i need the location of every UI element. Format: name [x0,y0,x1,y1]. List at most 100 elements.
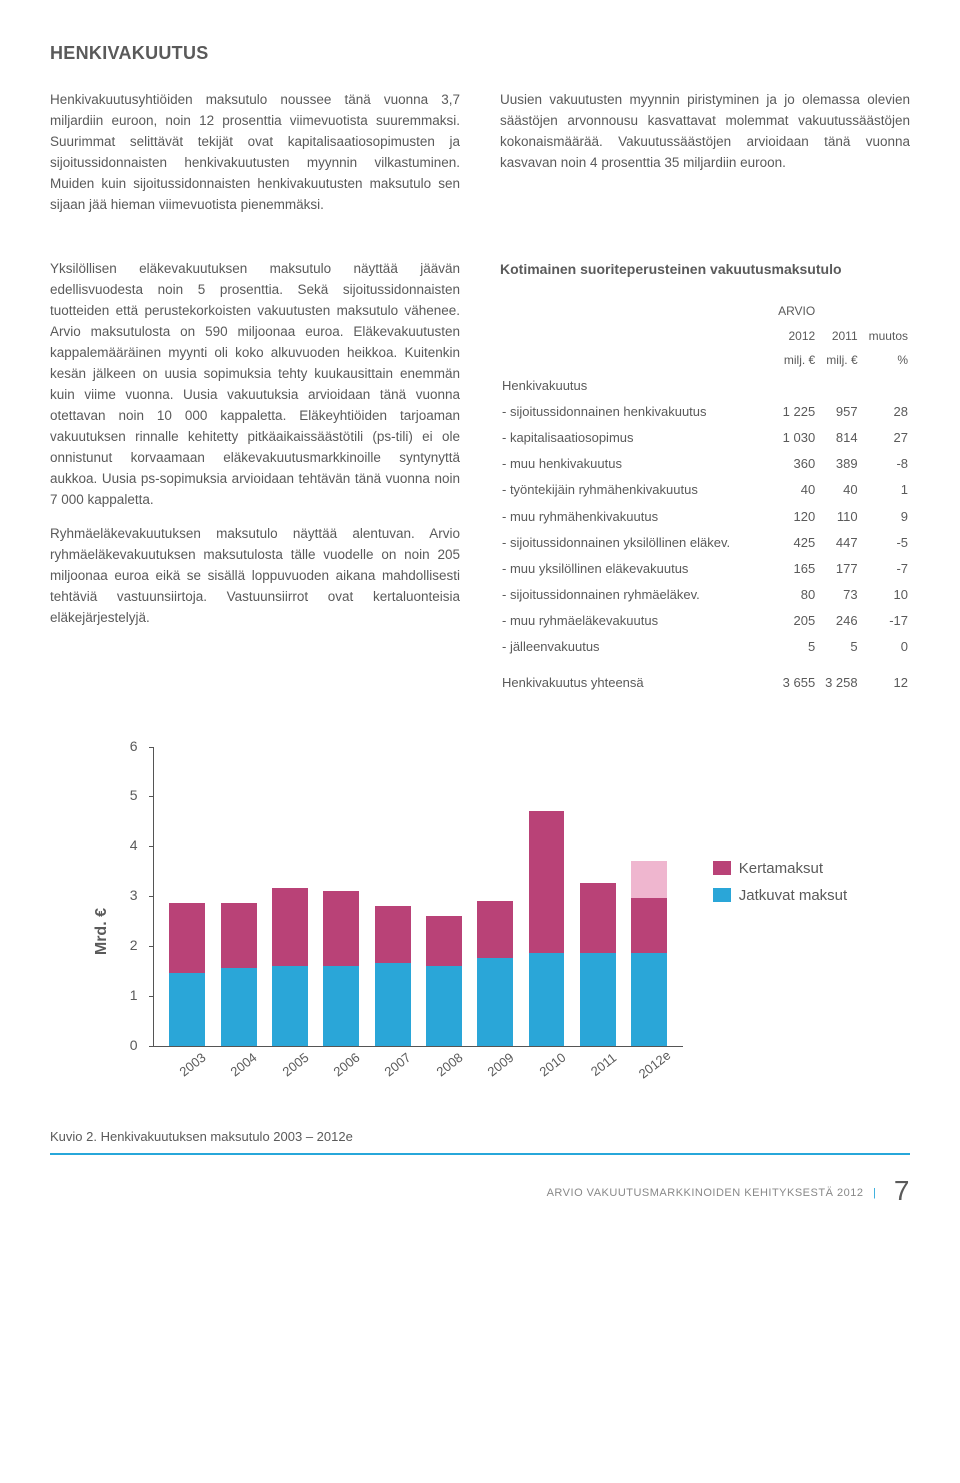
table-cell-label: - muu ryhmähenkivakuutus [500,504,769,530]
table-cell: 1 030 [769,425,817,451]
table-cell: -5 [860,530,910,556]
bar-segment [580,953,616,1046]
bar-segment [375,963,411,1046]
x-tick-label: 2003 [166,1041,219,1089]
table-row: - sijoitussidonnainen ryhmäeläkev.807310 [500,582,910,608]
table-cell: 40 [769,477,817,503]
table-cell: 246 [817,608,859,634]
table-cell-label: - sijoitussidonnainen henkivakuutus [500,399,769,425]
table-cell: 1 [860,477,910,503]
bar-slot [264,747,315,1046]
legend-label: Jatkuvat maksut [739,884,847,907]
y-tick-mark [149,946,154,947]
x-tick-label: 2004 [218,1041,271,1089]
bar [272,888,308,1046]
table-row: - muu henkivakuutus360389-8 [500,451,910,477]
table-header-row: ARVIO [500,299,910,324]
bar-segment [272,966,308,1046]
y-tick-label: 4 [130,835,138,857]
y-tick-mark [149,747,154,748]
x-tick-label: 2008 [423,1041,476,1089]
y-tick-label: 1 [130,985,138,1007]
bar-segment [323,891,359,966]
bar [221,903,257,1046]
x-tick-label: 2012e [629,1041,682,1089]
paragraph: Ryhmäeläkevakuutuksen maksutulo näyttää … [50,524,460,629]
bar-segment [477,901,513,959]
table-cell-label: - kapitalisaatiosopimus [500,425,769,451]
legend-swatch [713,861,731,875]
legend-swatch [713,888,731,902]
legend-label: Kertamaksut [739,857,823,880]
intro-columns: Henkivakuutusyhtiöiden maksutulo noussee… [50,90,910,230]
x-tick-label: 2010 [526,1041,579,1089]
table-cell: 10 [860,582,910,608]
chart-container: Mrd. € 0123456 2003200420052006200720082… [90,747,910,1077]
table-cell: 1 225 [769,399,817,425]
y-tick-mark [149,896,154,897]
y-tick-mark [149,796,154,797]
table-cell: 425 [769,530,817,556]
bar-slot [470,747,521,1046]
x-tick-label: 2007 [372,1041,425,1089]
bar-slot [316,747,367,1046]
table-row: - kapitalisaatiosopimus1 03081427 [500,425,910,451]
table-cell: 389 [817,451,859,477]
table-row: - sijoitussidonnainen henkivakuutus1 225… [500,399,910,425]
table-total-cell: 3 258 [817,670,859,696]
table-row: - muu yksilöllinen eläkevakuutus165177-7 [500,556,910,582]
paragraph: Henkivakuutusyhtiöiden maksutulo noussee… [50,90,460,216]
table-cell: 0 [860,634,910,660]
bar [529,811,565,1046]
bar-segment [529,953,565,1046]
bar-segment [272,888,308,966]
y-tick-label: 2 [130,935,138,957]
table-cell-label: - sijoitussidonnainen ryhmäeläkev. [500,582,769,608]
y-tick-label: 0 [130,1035,138,1057]
table-row: - muu ryhmähenkivakuutus1201109 [500,504,910,530]
bar [580,883,616,1046]
table-header-row: 2012 2011 muutos [500,324,910,349]
table-cell: 110 [817,504,859,530]
table-row: - muu ryhmäeläkevakuutus205246-17 [500,608,910,634]
table-header-cell: 2012 [769,324,817,349]
table-cell: 5 [769,634,817,660]
table-cell: 165 [769,556,817,582]
table-cell: -7 [860,556,910,582]
x-tick-label: 2011 [577,1041,630,1089]
y-tick-label: 6 [130,736,138,758]
paragraph: Uusien vakuutusten myynnin piristyminen … [500,90,910,174]
table-cell: 5 [817,634,859,660]
col-left: Henkivakuutusyhtiöiden maksutulo noussee… [50,90,460,230]
y-tick-label: 5 [130,786,138,808]
y-axis-label: Mrd. € [90,868,115,955]
bar-slot [521,747,572,1046]
bar [631,861,667,1046]
table-cell-label: - sijoitussidonnainen yksilöllinen eläke… [500,530,769,556]
table-row: - työntekijäin ryhmähenkivakuutus40401 [500,477,910,503]
y-tick-label: 3 [130,885,138,907]
bar-slot [213,747,264,1046]
table-group-row: Henkivakuutus [500,373,910,399]
col-left: Yksilöllisen eläkevakuutuksen maksutulo … [50,259,460,696]
bar-segment [631,861,667,899]
bar-segment [631,953,667,1046]
table-cell: 205 [769,608,817,634]
col-right-table: Kotimainen suoriteperusteinen vakuutusma… [500,259,910,696]
page-footer: ARVIO VAKUUTUSMARKKINOIDEN KEHITYKSESTÄ … [50,1169,910,1212]
bar-segment [580,883,616,953]
table-cell: -17 [860,608,910,634]
table-cell: 40 [817,477,859,503]
table-cell-label: - työntekijäin ryhmähenkivakuutus [500,477,769,503]
table-cell: 28 [860,399,910,425]
bar [169,903,205,1046]
bar-segment [221,968,257,1046]
main-columns: Yksilöllisen eläkevakuutuksen maksutulo … [50,259,910,696]
bar-segment [169,973,205,1046]
table-header-cell: muutos [860,324,910,349]
bar-slot [623,747,674,1046]
table-total-cell: 3 655 [769,670,817,696]
figure-caption: Kuvio 2. Henkivakuutuksen maksutulo 2003… [50,1127,910,1155]
table-cell-label: - muu henkivakuutus [500,451,769,477]
table-row: - sijoitussidonnainen yksilöllinen eläke… [500,530,910,556]
